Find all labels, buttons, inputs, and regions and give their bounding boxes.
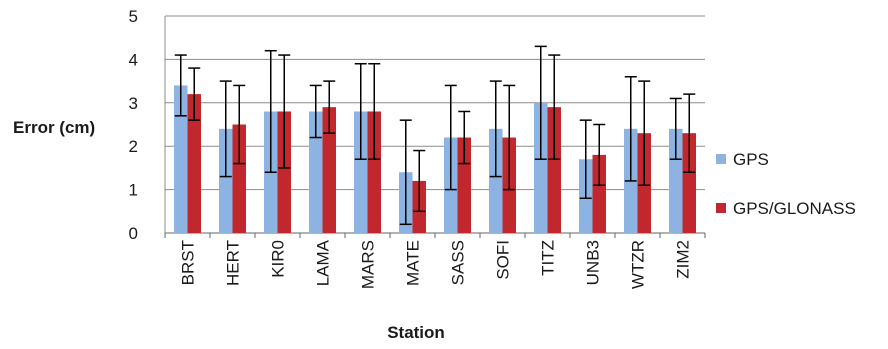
gridlines <box>164 15 706 238</box>
x-tick-label: KIR0 <box>269 240 288 278</box>
x-tick-label: ZIM2 <box>674 240 693 279</box>
bar-gps <box>174 85 188 233</box>
x-tick-label: UNB3 <box>584 240 603 285</box>
x-tick-label: WTZR <box>629 240 648 289</box>
y-tick-label: 0 <box>129 224 138 243</box>
legend-label-gps-glonass: GPS/GLONASS <box>733 199 856 218</box>
x-tick-label: MATE <box>404 240 423 286</box>
bar-gps-glonass <box>592 154 606 233</box>
y-tick-label: 2 <box>129 137 138 156</box>
bar-gps-glonass <box>682 133 696 233</box>
bar-gps-glonass <box>232 124 246 233</box>
bar-gps <box>489 128 503 233</box>
legend-swatch-gps-glonass <box>716 203 726 213</box>
y-tick-labels: 0 1 2 3 4 5 <box>129 7 138 243</box>
y-tick-label: 4 <box>129 50 138 69</box>
bars <box>174 85 696 234</box>
x-tick-label: SOFI <box>494 240 513 280</box>
legend: GPS GPS/GLONASS <box>716 150 856 218</box>
x-tick-label: BRST <box>179 240 198 285</box>
x-tick-label: LAMA <box>314 239 333 286</box>
x-tick-label: HERT <box>224 240 243 286</box>
bar-gps <box>669 128 683 233</box>
x-tick-label: SASS <box>449 240 468 285</box>
bar-gps-glonass <box>367 111 381 233</box>
y-tick-label: 5 <box>129 7 138 26</box>
error-bars <box>174 45 696 226</box>
legend-label-gps: GPS <box>733 150 769 169</box>
x-tick-label: MARS <box>359 240 378 289</box>
x-axis-title: Station <box>387 323 445 342</box>
legend-swatch-gps <box>716 154 726 164</box>
x-tick-label: TITZ <box>539 240 558 276</box>
x-tick-labels: BRST HERT KIR0 LAMA MARS MATE SASS SOFI TITZ UNB3… <box>179 239 693 289</box>
bar-gps-glonass <box>457 137 471 233</box>
bar-gps-glonass <box>547 107 561 233</box>
bar-gps <box>354 111 368 233</box>
y-tick-label: 1 <box>129 181 138 200</box>
bar-gps-glonass <box>322 107 336 233</box>
bar-gps <box>219 128 233 233</box>
bar-gps <box>309 111 323 233</box>
y-tick-label: 3 <box>129 94 138 113</box>
bar-gps-glonass <box>187 94 201 234</box>
y-axis-title: Error (cm) <box>13 118 95 137</box>
bar-gps <box>534 102 548 233</box>
bar-gps-glonass <box>277 111 291 233</box>
